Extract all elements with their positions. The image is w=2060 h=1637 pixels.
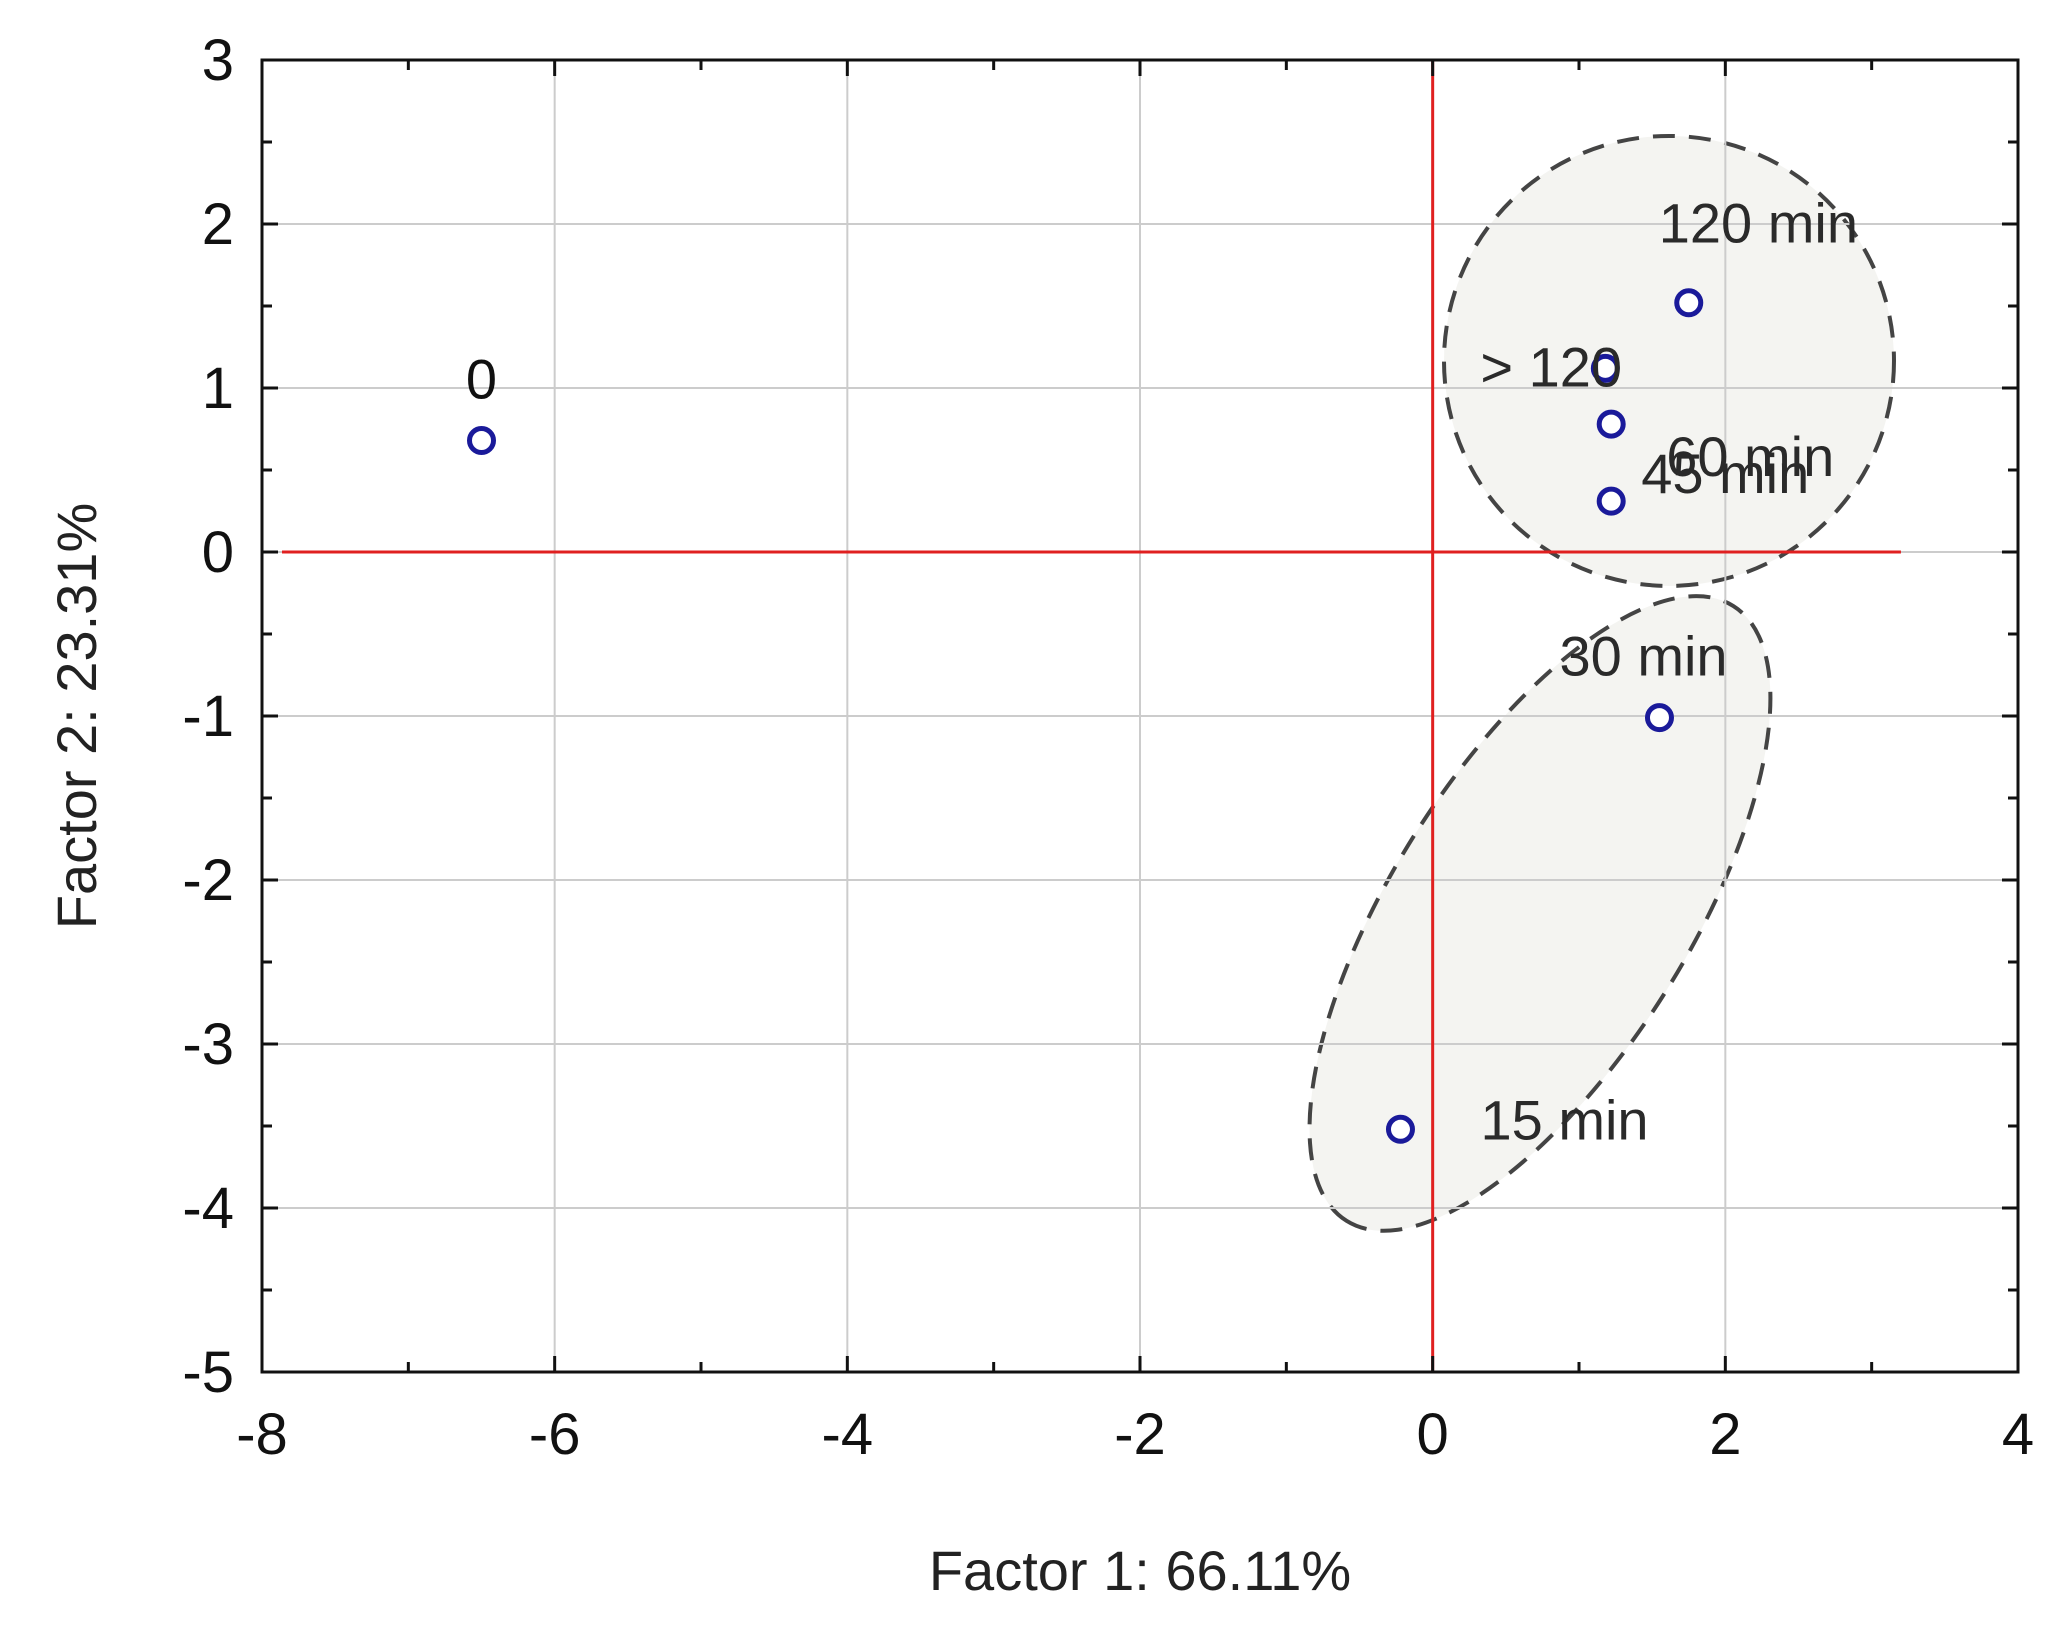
data-points bbox=[467, 288, 1704, 1144]
y-tick-label: -1 bbox=[182, 684, 234, 749]
y-tick-label: -5 bbox=[182, 1340, 234, 1405]
data-point bbox=[1596, 409, 1626, 439]
data-point bbox=[467, 425, 496, 455]
data-point bbox=[1644, 703, 1674, 733]
x-axis-title: Factor 1: 66.11% bbox=[929, 1539, 1351, 1602]
y-tick-label: -3 bbox=[182, 1012, 234, 1077]
y-tick-label: 2 bbox=[202, 192, 234, 257]
x-tick-label: -4 bbox=[822, 1402, 874, 1467]
point-label: 60 min bbox=[1666, 425, 1834, 488]
y-tick-label: 3 bbox=[202, 28, 234, 93]
x-tick-label: 2 bbox=[1709, 1402, 1741, 1467]
x-tick-labels: -8 -6 -4 -2 0 2 4 bbox=[236, 1402, 2034, 1467]
y-tick-label: 1 bbox=[202, 356, 234, 421]
x-tick-label: 0 bbox=[1417, 1402, 1449, 1467]
point-label: 45 min bbox=[1641, 442, 1809, 505]
point-label: 30 min bbox=[1559, 625, 1727, 688]
y-tick-label: -2 bbox=[182, 848, 234, 913]
cluster-ellipse bbox=[1441, 133, 1896, 588]
point-label: > 120 bbox=[1480, 335, 1622, 398]
data-point bbox=[1596, 486, 1626, 516]
x-tick-label: -6 bbox=[529, 1402, 581, 1467]
y-tick-label: 0 bbox=[202, 520, 234, 585]
x-tick-label: -2 bbox=[1114, 1402, 1166, 1467]
point-label: 15 min bbox=[1480, 1088, 1648, 1151]
x-tick-label: 4 bbox=[2002, 1402, 2034, 1467]
reference-lines bbox=[282, 60, 1901, 1372]
cluster-ellipse bbox=[1307, 594, 1773, 1233]
cluster-layer bbox=[1307, 133, 1896, 1233]
y-axis-title: Factor 2: 23.31% bbox=[45, 503, 108, 929]
point-label: 120 min bbox=[1659, 192, 1858, 255]
y-tick-label: -4 bbox=[182, 1176, 234, 1241]
data-point bbox=[1385, 1114, 1415, 1144]
tick-marks bbox=[260, 58, 2020, 1374]
point-label: 0 bbox=[466, 347, 497, 410]
data-point bbox=[1590, 353, 1620, 383]
data-point bbox=[1674, 288, 1704, 318]
x-tick-label: -8 bbox=[236, 1402, 288, 1467]
y-tick-labels: 3 2 1 0 -1 -2 -3 -4 -5 bbox=[182, 28, 234, 1405]
